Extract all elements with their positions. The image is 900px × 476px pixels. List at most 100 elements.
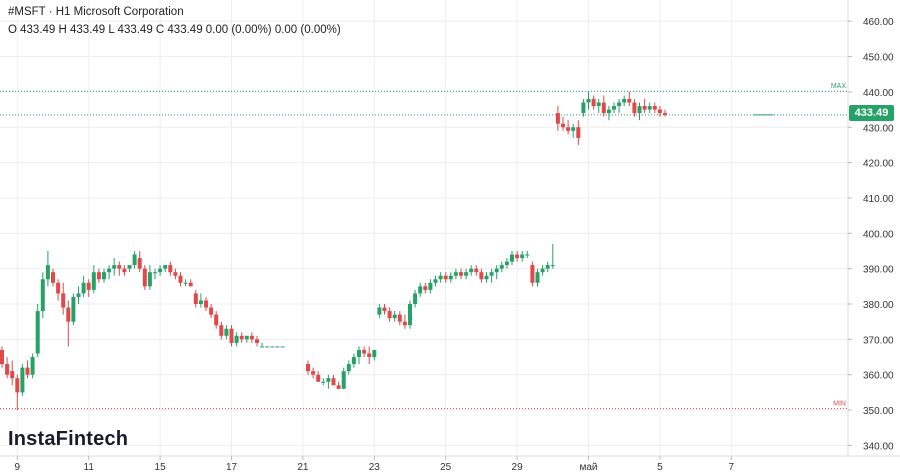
candle-body [326, 378, 331, 382]
candle-down [137, 250, 142, 273]
candle-up [581, 98, 586, 117]
candle-body [535, 272, 540, 283]
candle-body [550, 265, 555, 267]
candle-up [20, 364, 25, 396]
candle-up [76, 286, 81, 304]
candle-up [147, 265, 152, 290]
candle-up [484, 272, 489, 283]
candle-body [260, 346, 265, 348]
candle-up [494, 265, 499, 280]
candle-body [586, 98, 591, 103]
candle-body [372, 349, 377, 358]
candle-up [346, 360, 351, 375]
candle-body [183, 282, 188, 284]
candle-body [153, 272, 157, 274]
candle-body [571, 127, 576, 131]
candle-body [122, 268, 127, 273]
candle-up [112, 258, 117, 276]
candle-body [494, 268, 499, 273]
candle-body [433, 279, 438, 283]
candle-down [178, 272, 183, 287]
y-tick-label: 430.00 [863, 123, 894, 134]
candle-up [45, 250, 50, 287]
candle-up [275, 346, 280, 348]
candle-down [336, 381, 341, 389]
candle-body [423, 286, 428, 290]
candle-body [188, 282, 193, 287]
candle-up [504, 258, 509, 269]
candle-down [331, 374, 336, 386]
candle-down [66, 300, 71, 347]
candle-body [601, 102, 606, 114]
candle-body [448, 275, 453, 280]
candle-body [357, 349, 361, 358]
candle-up [510, 250, 514, 266]
candle-body [61, 293, 66, 308]
candle-down [387, 307, 392, 322]
candle-up [102, 268, 106, 283]
candle-up [520, 250, 525, 262]
candle-up [280, 346, 285, 348]
candle-body [464, 272, 469, 276]
candle-down [25, 360, 30, 379]
candle-body [204, 300, 208, 308]
candle-down [443, 272, 448, 283]
candle-body [382, 307, 387, 312]
candle-down [397, 311, 402, 326]
candle-body [596, 102, 601, 107]
candle-body [632, 102, 637, 114]
candle-up [270, 346, 275, 348]
candle-down [362, 346, 367, 358]
candle-down [229, 325, 234, 347]
candle-down [5, 357, 10, 379]
candle-up [372, 349, 377, 361]
candle-down [530, 261, 535, 287]
candle-body [255, 339, 259, 343]
company-name: Microsoft Corporation [73, 6, 184, 18]
candle-body [15, 378, 20, 393]
candle-up [260, 342, 265, 348]
candle-body [581, 102, 586, 114]
candle-body [280, 346, 285, 348]
candle-up [499, 261, 504, 273]
candle-up [351, 353, 356, 368]
candle-up [606, 106, 611, 121]
candle-up [107, 265, 112, 280]
candle-body [561, 123, 565, 128]
candle-up [453, 268, 458, 280]
candle-up [596, 98, 601, 114]
candle-up [40, 272, 45, 319]
candle-body [545, 265, 550, 269]
y-tick-label: 420.00 [863, 159, 894, 170]
candle-body [637, 106, 642, 114]
candle-down [306, 360, 310, 375]
candle-up [127, 265, 132, 273]
x-tick-label: 25 [440, 462, 452, 473]
y-tick-label: 370.00 [863, 335, 894, 346]
candle-body [540, 268, 545, 273]
candle-down [0, 346, 4, 368]
candle-body [5, 364, 10, 375]
candle-body [137, 258, 142, 269]
candle-up [158, 265, 163, 276]
x-tick-label: 9 [15, 462, 21, 473]
candle-up [326, 374, 331, 389]
candle-body [102, 272, 106, 280]
candle-body [127, 265, 132, 269]
candle-body [147, 272, 152, 287]
candle-up [183, 279, 188, 287]
candle-up [132, 250, 137, 269]
candle-up [35, 304, 40, 358]
candle-body [428, 282, 433, 290]
candle-body [530, 265, 535, 283]
candle-down [255, 335, 259, 347]
candle-body [71, 296, 76, 322]
candle-down [142, 265, 147, 290]
candle-down [204, 296, 208, 312]
candle-body [25, 367, 30, 375]
candle-body [617, 102, 622, 107]
candlestick-series [0, 91, 667, 411]
candle-body [418, 286, 423, 294]
candle-body [663, 113, 667, 115]
